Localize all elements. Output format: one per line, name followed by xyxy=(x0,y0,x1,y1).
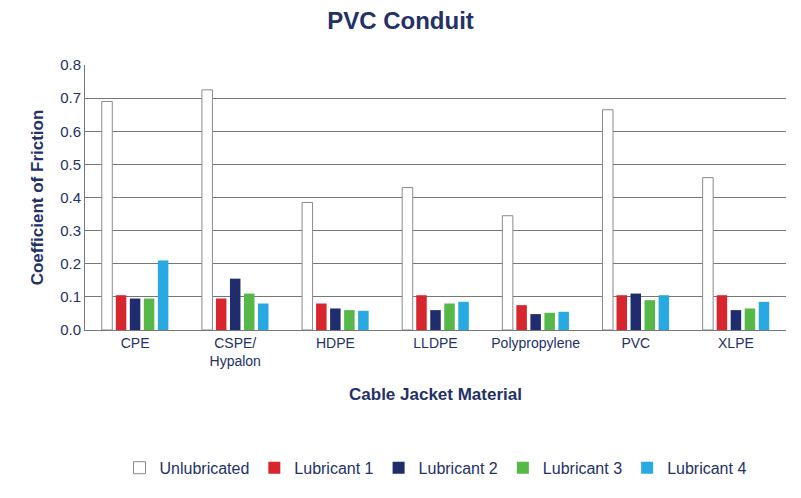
svg-text:0.6: 0.6 xyxy=(60,123,81,140)
svg-text:Lubricant 4: Lubricant 4 xyxy=(667,460,746,477)
svg-text:XLPE: XLPE xyxy=(718,335,754,351)
svg-text:0.5: 0.5 xyxy=(60,156,81,173)
svg-text:Coefficient of Friction: Coefficient of Friction xyxy=(28,110,47,286)
svg-text:Lubricant 1: Lubricant 1 xyxy=(294,460,373,477)
svg-text:0.1: 0.1 xyxy=(60,288,81,305)
svg-text:CPE: CPE xyxy=(121,335,150,351)
svg-text:Lubricant 3: Lubricant 3 xyxy=(543,460,622,477)
svg-text:PVC Conduit: PVC Conduit xyxy=(327,7,474,34)
svg-text:0.0: 0.0 xyxy=(60,321,81,338)
svg-text:Unlubricated: Unlubricated xyxy=(160,460,250,477)
svg-text:0.7: 0.7 xyxy=(60,89,81,106)
svg-text:0.2: 0.2 xyxy=(60,255,81,272)
svg-text:PVC: PVC xyxy=(621,335,650,351)
svg-text:0.4: 0.4 xyxy=(60,189,81,206)
svg-text:0.8: 0.8 xyxy=(60,56,81,73)
svg-text:Lubricant 2: Lubricant 2 xyxy=(419,460,498,477)
svg-text:Cable Jacket Material: Cable Jacket Material xyxy=(349,385,522,404)
svg-text:Polypropylene: Polypropylene xyxy=(491,335,580,351)
svg-text:CSPE/Hypalon: CSPE/Hypalon xyxy=(210,335,261,369)
svg-text:HDPE: HDPE xyxy=(316,335,355,351)
svg-text:0.3: 0.3 xyxy=(60,222,81,239)
svg-text:LLDPE: LLDPE xyxy=(413,335,457,351)
